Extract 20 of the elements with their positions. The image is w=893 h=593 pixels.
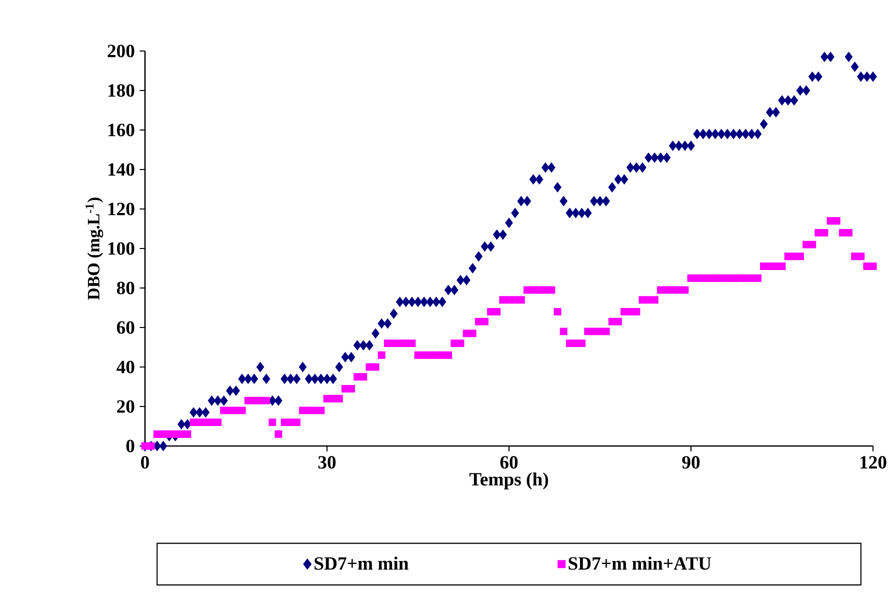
x-axis-title: Temps (h) <box>469 472 548 490</box>
legend-label: SD7+m min <box>314 556 409 570</box>
x-tick-label: 0 <box>141 456 149 469</box>
x-tick-label: 90 <box>682 456 700 469</box>
x-tick-label: 30 <box>318 456 336 469</box>
y-tick-label: 0 <box>126 440 134 452</box>
y-tick-label: 100 <box>108 242 134 255</box>
y-tick-label: 200 <box>108 44 134 58</box>
y-axis-title: DBO (mg.L$^{-1}$) <box>85 198 104 300</box>
y-tick-label: 60 <box>116 321 134 334</box>
y-tick-label: 80 <box>116 282 134 294</box>
legend-label: SD7+m min+ATU <box>568 556 712 570</box>
x-tick-label: 60 <box>500 456 518 469</box>
x-tick-label: 120 <box>860 456 886 469</box>
y-tick-label: 180 <box>108 84 134 97</box>
y-tick-label: 160 <box>108 124 134 136</box>
y-tick-label: 140 <box>108 163 134 176</box>
y-tick-label: 120 <box>108 202 134 216</box>
y-tick-label: 20 <box>117 400 134 413</box>
y-tick-label: 40 <box>116 360 134 374</box>
